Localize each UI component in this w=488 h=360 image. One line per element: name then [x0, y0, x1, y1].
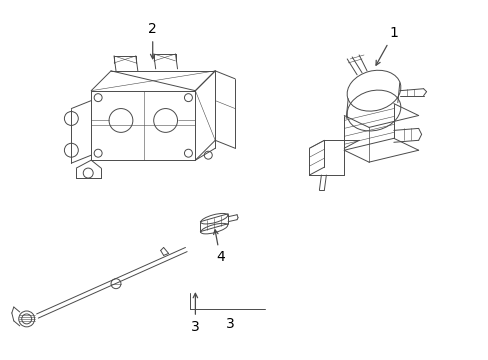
Text: 3: 3: [225, 317, 234, 331]
Text: 1: 1: [375, 26, 397, 65]
Text: 2: 2: [148, 22, 157, 59]
Text: 4: 4: [213, 230, 224, 264]
Text: 3: 3: [191, 293, 200, 334]
